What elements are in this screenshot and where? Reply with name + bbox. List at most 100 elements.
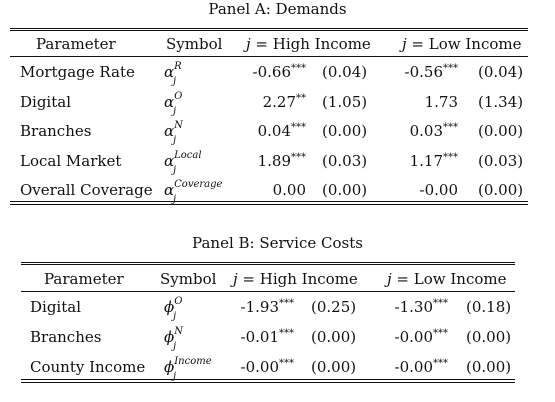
panel-b-header-rule [21, 291, 515, 292]
panel-b-top-rule-2 [21, 264, 515, 265]
low-income-std-error: (0.00) [466, 328, 512, 346]
coefficient-value: 0.03 [409, 122, 443, 140]
symbol-wrap: ϕO j [164, 296, 183, 322]
symbol-base: α [164, 151, 175, 170]
high-income-std-error: (0.00) [311, 328, 357, 346]
panel-b-header-low-income: j = Low Income [387, 270, 507, 288]
symbol-wrap: ϕIncome j [164, 356, 212, 382]
low-income-coefficient: -0.00*** [348, 328, 448, 346]
symbol-wrap: αR j [164, 61, 182, 87]
panel-a-header-high-income: j = High Income [246, 35, 371, 53]
coefficient-value: -0.00 [394, 358, 433, 376]
coefficient-value: -1.30 [394, 298, 433, 316]
coefficient-value: 0.04 [257, 122, 291, 140]
symbol-wrap: αN j [164, 120, 183, 146]
row-parameter: Branches [30, 328, 102, 346]
high-income-coefficient: -0.66*** [206, 63, 306, 81]
row-symbol: ϕO j [164, 296, 183, 322]
panel-b-bottom-rule [21, 379, 515, 380]
low-income-std-error: (1.34) [478, 92, 524, 111]
symbol-base: α [164, 63, 175, 81]
low-income-std-error: (0.18) [466, 298, 512, 316]
row-parameter: Mortgage Rate [20, 63, 135, 81]
high-income-std-error: (0.00) [311, 358, 357, 376]
row-symbol: αO j [164, 91, 182, 117]
row-symbol: ϕN j [164, 326, 183, 352]
coefficient-value: -0.00 [240, 358, 279, 376]
row-symbol: αR j [164, 61, 182, 87]
symbol-superscript: O [174, 296, 183, 307]
panel-b-title: Panel B: Service Costs [192, 234, 363, 252]
high-income-coefficient: -1.93*** [194, 298, 294, 316]
coefficient-value: 1.89 [257, 151, 291, 170]
coefficient-value: -0.00 [419, 181, 458, 199]
symbol-superscript: R [174, 61, 182, 72]
significance-stars: *** [291, 122, 306, 133]
high-income-coefficient: 0.04*** [206, 122, 306, 140]
high-income-coefficient: 2.27** [206, 93, 306, 111]
symbol-base: α [164, 181, 175, 199]
coefficient-value: -0.01 [240, 328, 279, 346]
high-income-std-error: (1.05) [322, 92, 368, 111]
high-income-std-error: (0.03) [322, 151, 368, 170]
symbol-subscript: j [173, 105, 177, 117]
row-parameter: Digital [20, 92, 71, 111]
coefficient-value: -0.00 [394, 328, 433, 346]
coefficient-value: -0.56 [404, 63, 443, 81]
symbol-superscript: N [174, 326, 183, 337]
symbol-subscript: j [173, 311, 177, 322]
row-symbol: ϕIncome j [164, 356, 212, 382]
row-symbol: αCoverage j [164, 179, 223, 205]
low-income-coefficient: -0.00*** [348, 358, 448, 376]
symbol-superscript: Income [174, 356, 212, 367]
panel-b-bottom-rule-2 [21, 382, 515, 383]
panel-a-bottom-rule-2 [10, 204, 528, 205]
significance-stars: *** [433, 358, 448, 369]
significance-stars: *** [433, 328, 448, 339]
row-symbol: αN j [164, 120, 183, 146]
symbol-superscript: N [174, 120, 183, 131]
coefficient-value: 1.73 [424, 92, 458, 111]
significance-stars: *** [291, 63, 306, 74]
significance-stars: *** [443, 63, 458, 74]
symbol-subscript: j [173, 371, 177, 382]
panel-b-header-symbol: Symbol [160, 270, 217, 288]
low-income-coefficient: 1.17*** [358, 152, 458, 170]
significance-stars: *** [291, 151, 306, 163]
symbol-subscript: j [173, 194, 177, 205]
symbol-subscript: j [173, 135, 177, 146]
coefficient-value: 2.27 [262, 92, 296, 111]
row-symbol: αLocal j [164, 149, 202, 176]
low-income-coefficient: 1.73 [358, 93, 458, 111]
significance-stars: *** [279, 358, 294, 369]
symbol-base: ϕ [164, 328, 175, 346]
panel-a-bottom-rule [10, 201, 528, 202]
high-income-coefficient: 1.89*** [206, 152, 306, 170]
low-income-std-error: (0.04) [478, 63, 524, 81]
low-income-coefficient: -0.00 [358, 181, 458, 199]
panel-b-header-high-income: j = High Income [233, 270, 358, 288]
symbol-superscript: Local [174, 149, 202, 161]
symbol-base: ϕ [164, 358, 175, 376]
panel-a-title: Panel A: Demands [208, 0, 347, 18]
panel-a-header-rule [10, 56, 528, 57]
low-income-std-error: (0.00) [478, 181, 524, 199]
low-income-coefficient: -1.30*** [348, 298, 448, 316]
panel-b-top-rule [21, 262, 515, 263]
row-parameter: Branches [20, 122, 92, 140]
high-income-std-error: (0.04) [322, 63, 368, 81]
low-income-std-error: (0.00) [478, 122, 524, 140]
symbol-superscript: Coverage [174, 179, 223, 190]
symbol-base: α [164, 92, 175, 111]
panel-a-top-rule [10, 28, 528, 29]
symbol-subscript: j [173, 341, 177, 352]
high-income-std-error: (0.00) [322, 181, 368, 199]
symbol-subscript: j [173, 76, 177, 87]
symbol-wrap: ϕN j [164, 326, 183, 352]
significance-stars: *** [443, 151, 458, 163]
panel-a-header-low-income: j = Low Income [402, 35, 522, 53]
low-income-std-error: (0.03) [478, 151, 524, 170]
coefficient-value: 1.17 [409, 151, 443, 170]
significance-stars: *** [279, 298, 294, 309]
significance-stars: *** [279, 328, 294, 339]
